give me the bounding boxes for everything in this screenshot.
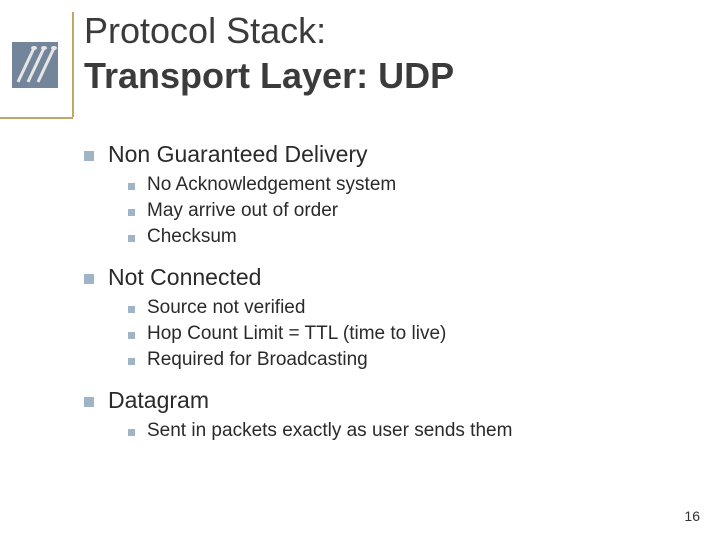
square-bullet-icon xyxy=(128,358,135,365)
section-heading-text: Datagram xyxy=(108,387,209,414)
section-heading: Non Guaranteed Delivery xyxy=(84,141,684,168)
square-bullet-icon xyxy=(128,183,135,190)
slide: Protocol Stack: Transport Layer: UDP Non… xyxy=(0,0,720,540)
list-item-text: Sent in packets exactly as user sends th… xyxy=(147,420,512,442)
title-line-1: Protocol Stack: xyxy=(84,8,454,53)
list-item-text: Checksum xyxy=(147,226,237,248)
square-bullet-icon xyxy=(84,151,94,161)
square-bullet-icon xyxy=(128,429,135,436)
list-item: May arrive out of order xyxy=(128,200,684,222)
square-bullet-icon xyxy=(128,209,135,216)
list-item-text: Required for Broadcasting xyxy=(147,349,368,371)
list-item: Checksum xyxy=(128,226,684,248)
list-item: No Acknowledgement system xyxy=(128,174,684,196)
list-item: Source not verified xyxy=(128,297,684,319)
square-bullet-icon xyxy=(128,332,135,339)
list-item-text: No Acknowledgement system xyxy=(147,174,396,196)
square-bullet-icon xyxy=(128,235,135,242)
logo-icon xyxy=(12,42,58,88)
list-item: Required for Broadcasting xyxy=(128,349,684,371)
section-heading-text: Not Connected xyxy=(108,264,261,291)
square-bullet-icon xyxy=(128,306,135,313)
section-heading: Not Connected xyxy=(84,264,684,291)
slide-body: Non Guaranteed Delivery No Acknowledgeme… xyxy=(84,125,684,442)
section-heading: Datagram xyxy=(84,387,684,414)
list-item: Hop Count Limit = TTL (time to live) xyxy=(128,323,684,345)
square-bullet-icon xyxy=(84,274,94,284)
title-horizontal-rule xyxy=(0,117,73,119)
list-item-text: Source not verified xyxy=(147,297,305,319)
slide-title: Protocol Stack: Transport Layer: UDP xyxy=(84,8,454,98)
page-number: 16 xyxy=(684,508,700,524)
list-item: Sent in packets exactly as user sends th… xyxy=(128,420,684,442)
list-item-text: May arrive out of order xyxy=(147,200,338,222)
list-item-text: Hop Count Limit = TTL (time to live) xyxy=(147,323,446,345)
title-vertical-rule xyxy=(72,12,74,117)
title-line-2: Transport Layer: UDP xyxy=(84,53,454,98)
square-bullet-icon xyxy=(84,397,94,407)
section-heading-text: Non Guaranteed Delivery xyxy=(108,141,368,168)
